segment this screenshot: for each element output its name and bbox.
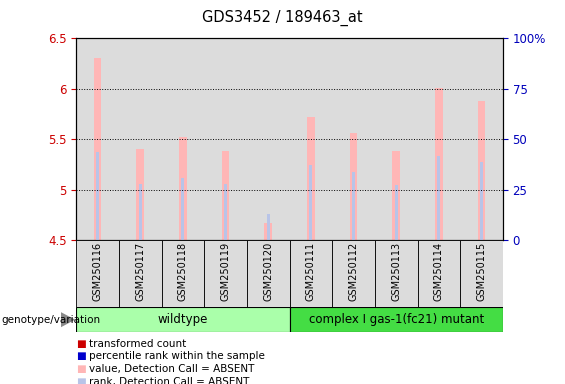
Text: GSM250117: GSM250117 [135, 242, 145, 301]
Bar [76, 240, 119, 307]
Bar [332, 38, 375, 240]
Bar [139, 184, 142, 240]
Text: GSM250118: GSM250118 [178, 242, 188, 301]
Bar [179, 137, 187, 240]
Bar [350, 133, 358, 240]
Text: ■: ■ [76, 339, 86, 349]
Bar [437, 156, 440, 240]
Bar [247, 38, 290, 240]
Text: GDS3452 / 189463_at: GDS3452 / 189463_at [202, 10, 363, 26]
Text: ■: ■ [76, 364, 86, 374]
Bar [332, 240, 375, 307]
Text: GSM250116: GSM250116 [93, 242, 103, 301]
Bar [162, 38, 205, 240]
Text: ■: ■ [76, 351, 86, 361]
Bar [289, 307, 503, 332]
Bar [435, 88, 443, 240]
Text: GSM250119: GSM250119 [220, 242, 231, 301]
Bar [460, 38, 503, 240]
Text: wildtype: wildtype [158, 313, 208, 326]
Bar [460, 240, 503, 307]
Bar [290, 240, 332, 307]
Bar [96, 152, 99, 240]
Bar [136, 149, 144, 240]
Bar [205, 38, 247, 240]
Bar [162, 240, 205, 307]
Bar [480, 162, 483, 240]
Text: genotype/variation: genotype/variation [1, 314, 100, 325]
Bar [418, 240, 460, 307]
Text: GSM250111: GSM250111 [306, 242, 316, 301]
Bar [307, 117, 315, 240]
Bar [375, 38, 418, 240]
Bar [76, 307, 289, 332]
Text: percentile rank within the sample: percentile rank within the sample [89, 351, 264, 361]
Bar [221, 151, 229, 240]
Bar [247, 240, 290, 307]
Text: rank, Detection Call = ABSENT: rank, Detection Call = ABSENT [89, 377, 249, 384]
Bar [477, 101, 485, 240]
Bar [76, 38, 119, 240]
Bar [181, 177, 184, 240]
Bar [352, 172, 355, 240]
Text: GSM250113: GSM250113 [391, 242, 401, 301]
Text: GSM250120: GSM250120 [263, 242, 273, 301]
Text: value, Detection Call = ABSENT: value, Detection Call = ABSENT [89, 364, 254, 374]
Bar [395, 185, 398, 240]
Text: GSM250115: GSM250115 [476, 242, 486, 301]
Bar [224, 184, 227, 240]
Bar [94, 58, 102, 240]
Bar [119, 38, 162, 240]
Bar [264, 223, 272, 240]
Text: complex I gas-1(fc21) mutant: complex I gas-1(fc21) mutant [308, 313, 484, 326]
Text: ■: ■ [76, 377, 86, 384]
Text: GSM250112: GSM250112 [349, 242, 359, 301]
Bar [375, 240, 418, 307]
Bar [119, 240, 162, 307]
Bar [310, 166, 312, 240]
Bar [392, 151, 400, 240]
Bar [267, 214, 270, 240]
Text: GSM250114: GSM250114 [434, 242, 444, 301]
Bar [205, 240, 247, 307]
Bar [418, 38, 460, 240]
Text: transformed count: transformed count [89, 339, 186, 349]
Polygon shape [61, 312, 75, 327]
Bar [290, 38, 332, 240]
